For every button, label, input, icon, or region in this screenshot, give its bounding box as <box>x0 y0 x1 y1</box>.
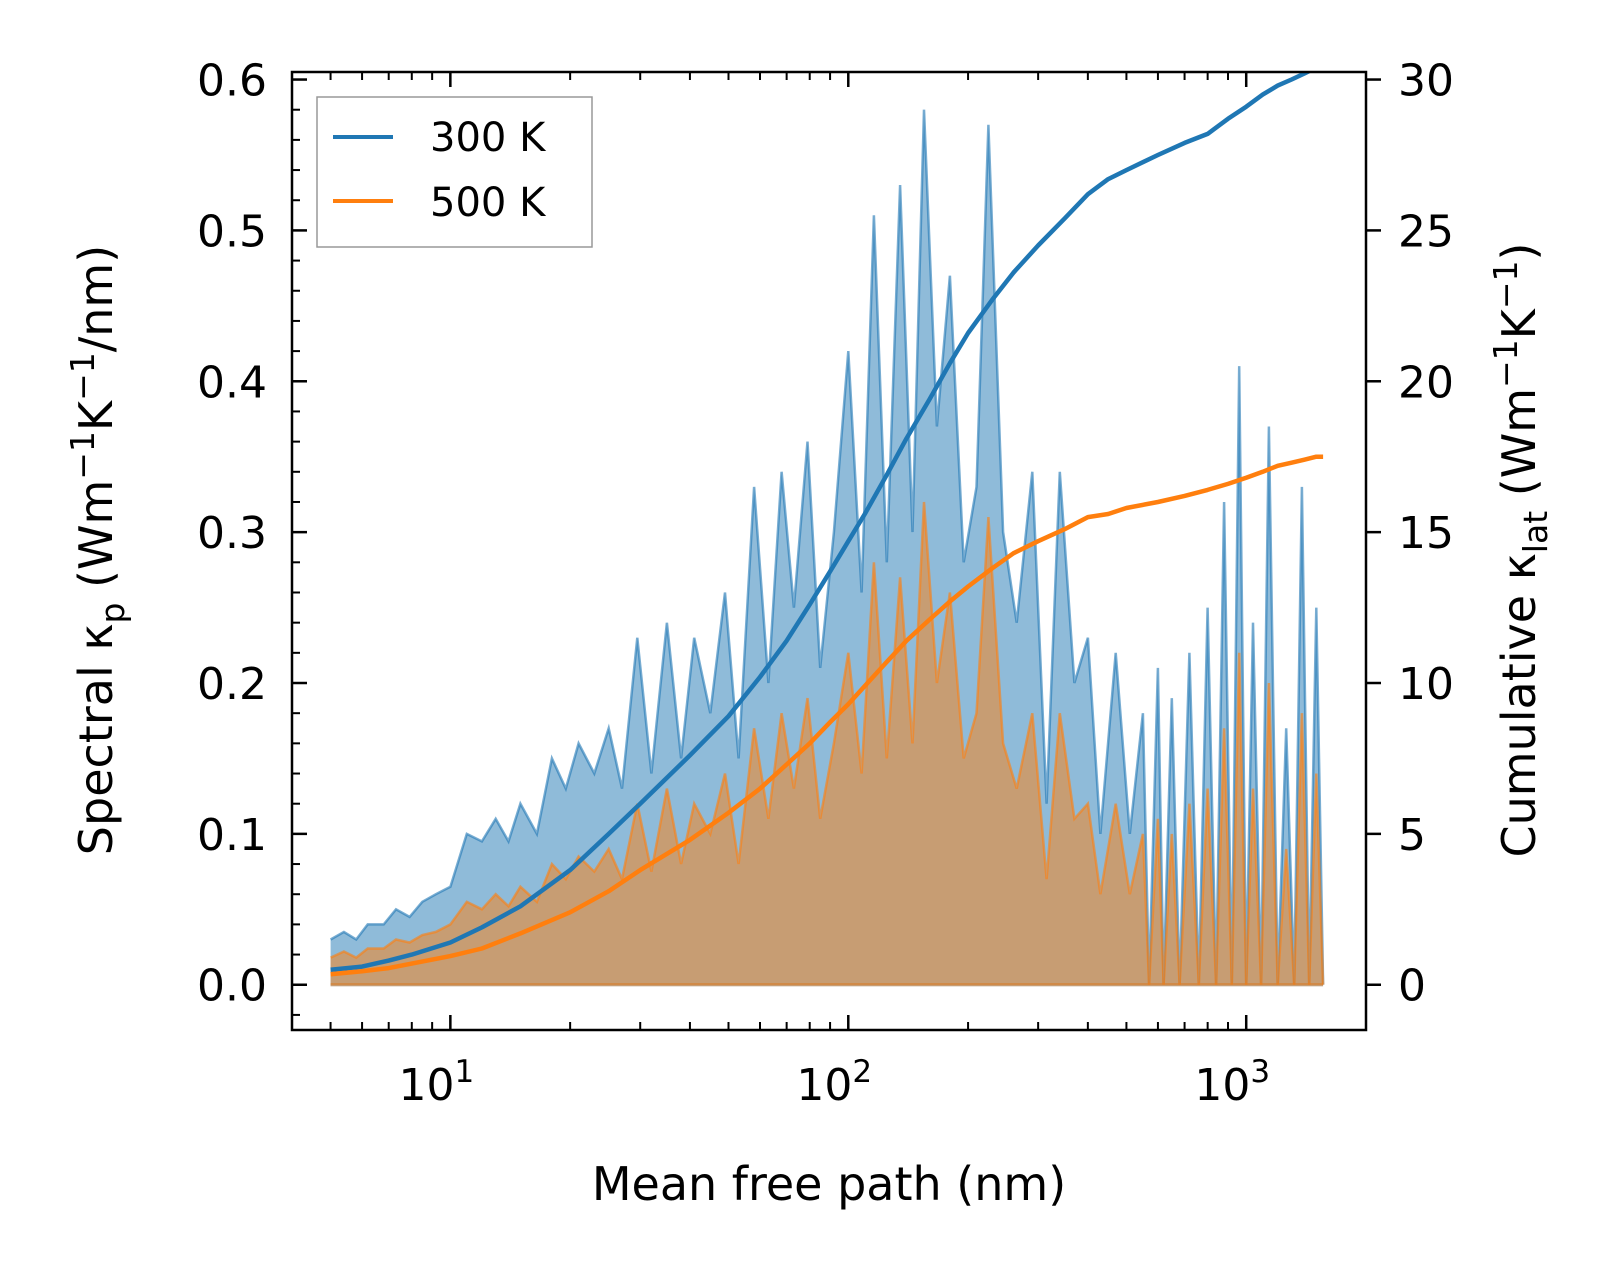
x-tick-label: 103 <box>1194 1054 1270 1111</box>
y-left-axis-title: Spectral κp (Wm−1K−1/nm) <box>63 245 132 855</box>
y-left-tick-label: 0.5 <box>197 206 267 257</box>
plot-content <box>329 72 1325 987</box>
y-right-tick-label: 15 <box>1398 508 1454 559</box>
plot-frame <box>290 70 1368 1032</box>
cumulative-line-300k <box>330 72 1313 972</box>
x-axis-title: Mean free path (nm) <box>592 1157 1066 1211</box>
legend-frame <box>316 96 593 248</box>
y-right-axis-title: Cumulative κlat (Wm−1K−1) <box>1486 243 1555 858</box>
y-left-tick-label: 0.2 <box>197 659 267 710</box>
x-tick-label: 101 <box>398 1054 474 1111</box>
legend-label-500k: 500 K <box>430 180 547 226</box>
y-left-tick-label: 0.0 <box>197 961 267 1012</box>
y-right-tick-label: 20 <box>1398 357 1454 408</box>
y-right-tick-label: 10 <box>1398 659 1454 710</box>
y-right-tick-label: 30 <box>1398 56 1454 107</box>
y-right-tick-label: 0 <box>1398 961 1426 1012</box>
legend: 300 K 500 K <box>316 96 593 248</box>
y-right-tick-label: 5 <box>1398 810 1426 861</box>
y-left-tick-label: 0.4 <box>197 357 267 408</box>
y-right-tick-label: 25 <box>1398 206 1454 257</box>
cumulative-line-500k <box>330 454 1324 977</box>
x-tick-label: 102 <box>796 1054 872 1111</box>
spectral-fill-300k <box>330 109 1324 985</box>
y-left-tick-label: 0.6 <box>197 56 267 107</box>
y-left-tick-label: 0.3 <box>197 508 267 559</box>
axes <box>290 70 1381 1032</box>
spectral-line-500k <box>330 501 1325 985</box>
spectral-line-300k <box>329 109 1325 985</box>
plot-area <box>329 72 1325 987</box>
axis-labels: 101 102 103 0.0 0.1 0.2 0.3 0.4 0.5 0.6 0 5 10 15 20 25… <box>63 56 1555 1211</box>
legend-label-300k: 300 K <box>430 115 547 161</box>
y-left-tick-label: 0.1 <box>197 810 267 861</box>
